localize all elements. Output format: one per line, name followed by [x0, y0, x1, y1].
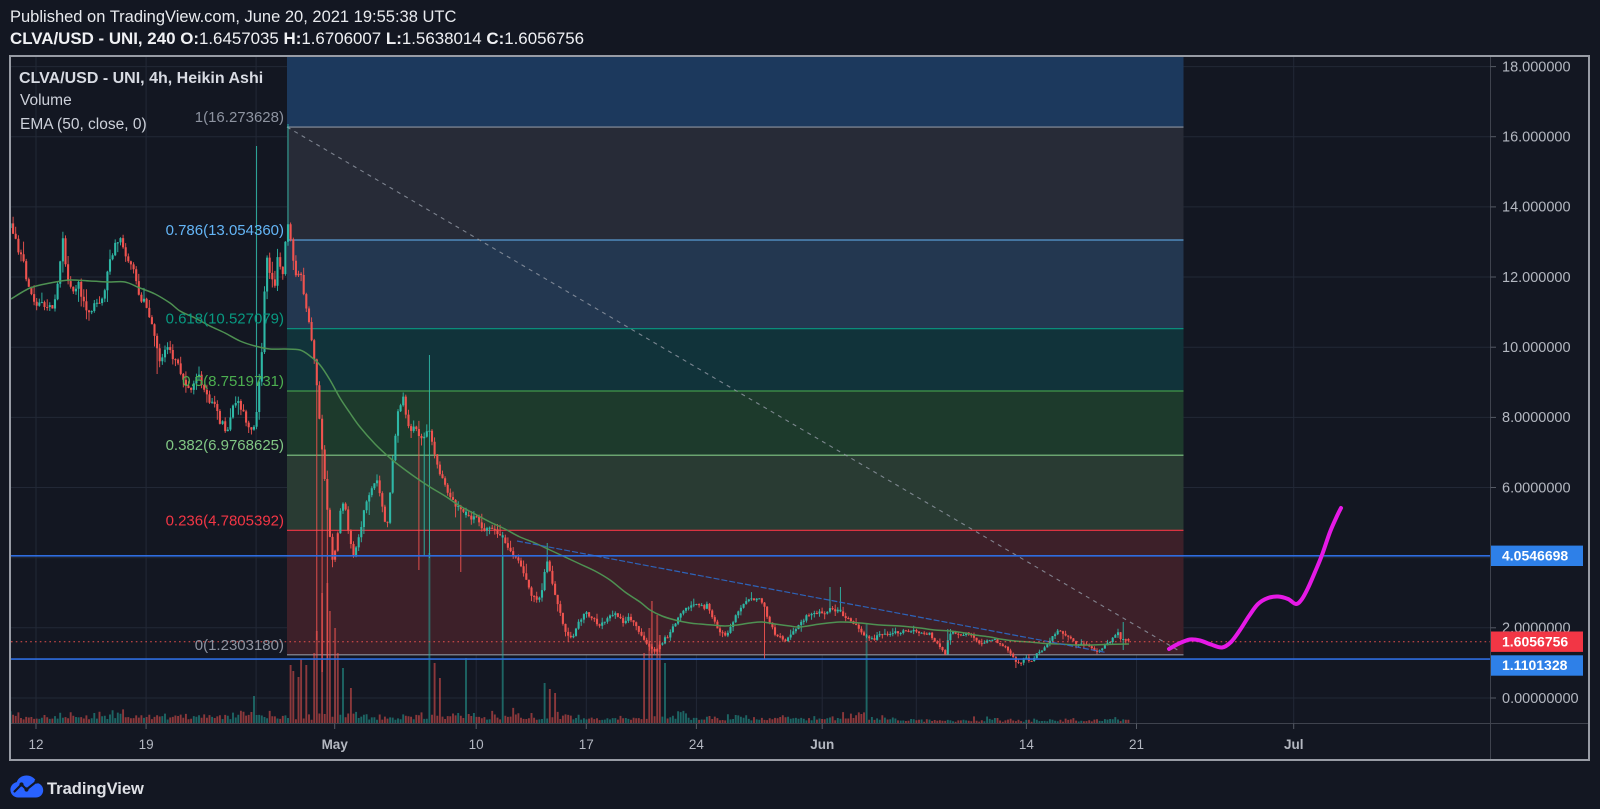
svg-text:May: May: [322, 737, 349, 752]
svg-text:0.5(8.7519731): 0.5(8.7519731): [182, 373, 284, 390]
svg-text:0.618(10.527079): 0.618(10.527079): [166, 311, 284, 328]
svg-text:6.0000000: 6.0000000: [1502, 480, 1571, 496]
svg-text:4.0546698: 4.0546698: [1502, 548, 1568, 564]
svg-text:Jun: Jun: [810, 737, 834, 752]
svg-text:12.000000: 12.000000: [1502, 270, 1571, 286]
svg-text:12: 12: [28, 737, 43, 752]
svg-text:1(16.273628): 1(16.273628): [195, 109, 284, 126]
svg-text:0.382(6.9768625): 0.382(6.9768625): [166, 437, 284, 454]
svg-text:18.000000: 18.000000: [1502, 59, 1571, 75]
svg-text:0.786(13.054360): 0.786(13.054360): [166, 222, 284, 239]
svg-text:Volume: Volume: [20, 92, 72, 109]
svg-text:8.0000000: 8.0000000: [1502, 410, 1571, 426]
svg-text:Jul: Jul: [1284, 737, 1304, 752]
svg-text:Published on TradingView.com,: Published on TradingView.com, June 20, 2…: [10, 8, 456, 26]
svg-text:TradingView: TradingView: [47, 780, 144, 798]
svg-text:CLVA/USD - UNI, 4h, Heikin Ash: CLVA/USD - UNI, 4h, Heikin Ashi: [19, 70, 263, 87]
svg-text:17: 17: [579, 737, 594, 752]
svg-text:19: 19: [139, 737, 154, 752]
svg-text:1.6056756: 1.6056756: [1502, 633, 1568, 649]
svg-text:1.1101328: 1.1101328: [1502, 657, 1568, 673]
svg-text:24: 24: [689, 737, 705, 752]
svg-text:0.00000000: 0.00000000: [1502, 691, 1579, 707]
svg-text:CLVA/USD - UNI, 240 O:1.645703: CLVA/USD - UNI, 240 O:1.6457035 H:1.6706…: [10, 29, 584, 48]
svg-text:0.236(4.7805392): 0.236(4.7805392): [166, 512, 284, 529]
svg-text:0(1.2303180): 0(1.2303180): [195, 637, 284, 654]
svg-text:10: 10: [469, 737, 484, 752]
svg-text:EMA (50, close, 0): EMA (50, close, 0): [20, 116, 147, 133]
svg-text:21: 21: [1129, 737, 1144, 752]
svg-text:14: 14: [1019, 737, 1035, 752]
svg-text:10.000000: 10.000000: [1502, 340, 1571, 356]
svg-text:16.000000: 16.000000: [1502, 130, 1571, 146]
svg-text:14.000000: 14.000000: [1502, 200, 1571, 216]
